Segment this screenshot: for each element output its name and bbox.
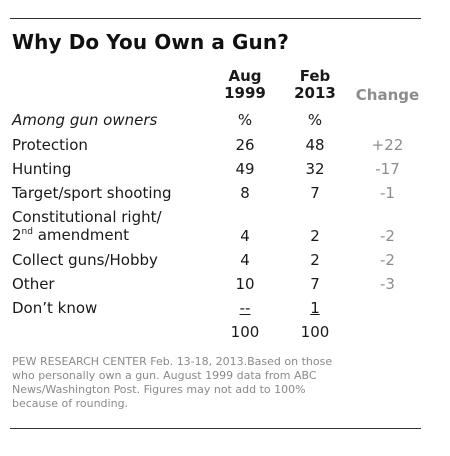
column-header-aug-1999: Aug 1999	[215, 68, 275, 102]
column-header-feb-month: Feb	[299, 67, 331, 85]
subheader-label: Among gun owners	[12, 111, 158, 129]
cell-change: -2	[380, 227, 395, 245]
cell-feb: 7	[310, 275, 320, 293]
cell-aug: 26	[235, 136, 255, 154]
row-label: Don’t know	[12, 299, 98, 317]
cell-change: -17	[375, 160, 400, 178]
top-rule	[10, 18, 421, 19]
cell-feb: 48	[305, 136, 325, 154]
ordinal-number: 2	[12, 226, 22, 244]
total-aug: 100	[230, 323, 260, 341]
cell-feb: 7	[310, 184, 320, 202]
cell-aug: 8	[240, 184, 250, 202]
table-row: Collect guns/Hobby 4 2 -2	[0, 250, 450, 270]
cell-feb: 2	[310, 251, 320, 269]
column-header-change: Change	[355, 86, 420, 104]
cell-aug: --	[239, 299, 251, 317]
row-label: Collect guns/Hobby	[12, 251, 158, 269]
table-row: 4 2 -2	[0, 226, 450, 246]
subheader-feb-unit: %	[307, 111, 323, 129]
totals-row: 100 100	[0, 322, 450, 342]
total-feb: 100	[300, 323, 330, 341]
row-label-line2-text: amendment	[32, 226, 130, 244]
row-label: Target/sport shooting	[12, 184, 172, 202]
source-note: PEW RESEARCH CENTER Feb. 13-18, 2013.Bas…	[12, 355, 333, 410]
column-header-aug-year: 1999	[224, 84, 266, 102]
row-label-line1: Constitutional right/	[12, 208, 162, 226]
row-label: Protection	[12, 136, 88, 154]
column-header-feb-year: 2013	[294, 84, 336, 102]
cell-change: -3	[380, 275, 395, 293]
subheader-row: Among gun owners % %	[0, 110, 450, 130]
ordinal-suffix: nd	[21, 227, 33, 237]
cell-feb: 2	[310, 227, 320, 245]
table-row: Other 10 7 -3	[0, 274, 450, 294]
row-label-two-line: Constitutional right/ 2nd amendment	[12, 208, 162, 244]
bottom-rule	[10, 428, 421, 429]
cell-aug: 49	[235, 160, 255, 178]
table-row: Don’t know -- 1	[0, 298, 450, 318]
cell-feb: 32	[305, 160, 325, 178]
column-header-aug-month: Aug	[228, 67, 262, 85]
column-header-feb-2013: Feb 2013	[285, 68, 345, 102]
cell-aug: 4	[240, 251, 250, 269]
row-label-line2: 2nd amendment	[12, 226, 162, 244]
row-label: Hunting	[12, 160, 72, 178]
table-row: Hunting 49 32 -17	[0, 159, 450, 179]
cell-feb: 1	[310, 299, 320, 317]
table-row: Protection 26 48 +22	[0, 135, 450, 155]
cell-change: -2	[380, 251, 395, 269]
chart-title: Why Do You Own a Gun?	[12, 30, 289, 54]
cell-change: +22	[371, 136, 404, 154]
cell-aug: 4	[240, 227, 250, 245]
cell-aug: 10	[235, 275, 255, 293]
cell-change: -1	[380, 184, 395, 202]
table-row: Target/sport shooting 8 7 -1	[0, 183, 450, 203]
row-label: Other	[12, 275, 55, 293]
subheader-aug-unit: %	[237, 111, 253, 129]
